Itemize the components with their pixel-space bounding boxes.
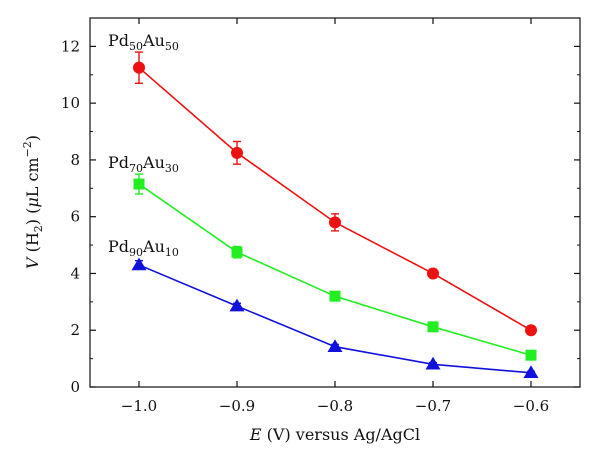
data-point-pd70au30	[133, 178, 145, 190]
series-line-pd90au10	[138, 264, 532, 374]
series-label-pd90au10: Pd90Au10	[108, 237, 179, 259]
data-point-pd70au30	[231, 246, 243, 258]
x-tick-label: −0.6	[513, 397, 549, 415]
y-tick-label: 2	[70, 321, 80, 339]
data-point-pd70au30	[427, 321, 439, 333]
axis-ticks: −1.0 −0.9 −0.8 −0.7 −0.6 0 2 4 6 8 10 12	[61, 18, 580, 415]
series-layer	[131, 51, 539, 379]
data-point-pd50au50	[231, 146, 243, 159]
data-point-pd90au10	[425, 356, 441, 370]
data-point-pd90au10	[327, 339, 343, 352]
y-tick-label: 4	[70, 264, 80, 282]
y-tick-label: 12	[61, 37, 80, 55]
data-point-pd70au30	[329, 290, 341, 302]
x-tick-label: −0.8	[317, 397, 353, 415]
data-point-pd90au10	[131, 257, 147, 271]
data-point-pd90au10	[523, 365, 539, 379]
data-point-pd50au50	[329, 216, 341, 229]
data-point-pd50au50	[525, 324, 537, 337]
data-point-pd50au50	[133, 61, 145, 74]
x-tick-label: −0.7	[415, 397, 451, 415]
x-tick-label: −1.0	[121, 397, 157, 415]
y-tick-label: 0	[70, 378, 80, 396]
series-label-pd50au50: Pd50Au50	[108, 31, 179, 53]
data-point-pd50au50	[427, 267, 439, 280]
data-point-pd90au10	[229, 298, 245, 312]
y-axis-title: V (H2) (μL cm−2)	[21, 135, 45, 269]
y-tick-label: 8	[70, 151, 80, 169]
series-label-pd70au30: Pd70Au30	[108, 153, 179, 175]
x-axis-title: E (V) versus Ag/AgCl	[249, 425, 420, 444]
series-line-pd70au30	[138, 183, 532, 356]
y-tick-label: 6	[70, 208, 80, 226]
plot-frame	[89, 17, 581, 388]
x-tick-label: −0.9	[219, 397, 255, 415]
data-point-pd70au30	[525, 349, 537, 361]
y-tick-label: 10	[61, 94, 80, 112]
